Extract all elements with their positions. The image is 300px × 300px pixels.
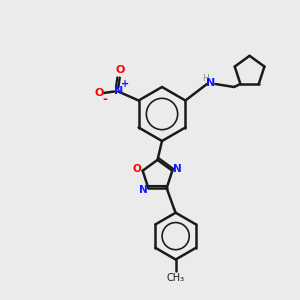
Text: CH₃: CH₃: [167, 272, 185, 283]
Text: N: N: [206, 77, 215, 88]
Text: O: O: [94, 88, 104, 98]
Text: N: N: [173, 164, 182, 174]
Text: H: H: [202, 74, 209, 83]
Text: N: N: [139, 184, 147, 195]
Text: O: O: [133, 164, 142, 174]
Text: O: O: [115, 64, 124, 75]
Text: +: +: [121, 79, 129, 89]
Text: -: -: [103, 93, 107, 106]
Text: N: N: [114, 86, 123, 96]
